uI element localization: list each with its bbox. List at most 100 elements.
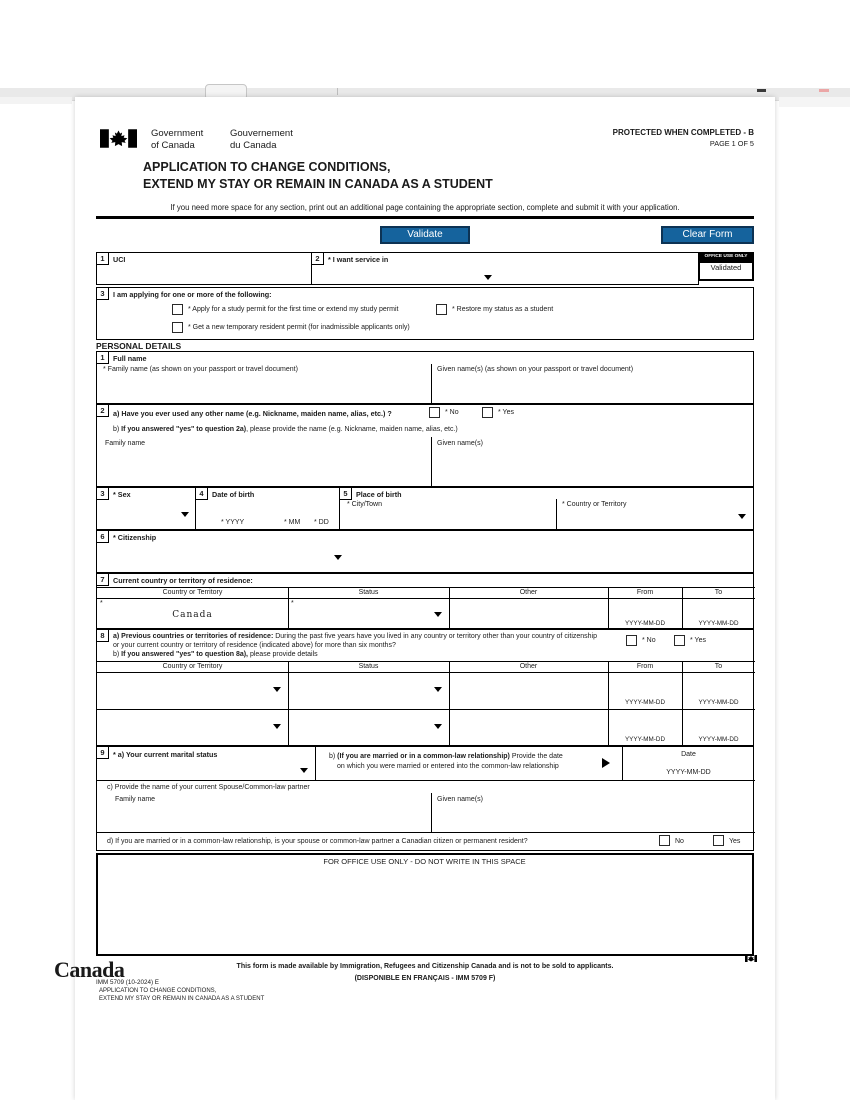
field-number: 6 [97, 531, 109, 543]
checkbox-restore-status[interactable] [436, 304, 447, 315]
prev-no-label: * No [642, 637, 656, 644]
checkbox-spouse-citizen-no[interactable] [659, 835, 670, 846]
spouse-given-name-input[interactable] [433, 805, 753, 831]
canada-wordmark: Canada [54, 955, 757, 983]
dropdown-arrow-icon[interactable] [434, 687, 442, 692]
col-divider [449, 587, 450, 629]
family-name-label: Family name [115, 796, 156, 803]
row-line [97, 672, 755, 673]
given-name-label: Given name(s) [437, 796, 483, 803]
instruction-text: If you need more space for any section, … [170, 203, 680, 212]
clear-form-button[interactable]: Clear Form [661, 226, 754, 244]
uci-label: UCI [113, 255, 126, 264]
b-bold: (If you are married or in a common-law r… [337, 753, 510, 760]
from-date-format[interactable]: YYYY-MM-DD [624, 620, 665, 627]
marriage-date-label: b) (If you are married or in a common-la… [329, 753, 563, 760]
current-other-input[interactable] [450, 599, 608, 629]
col-from: From [636, 663, 654, 670]
dropdown-arrow-icon[interactable] [434, 724, 442, 729]
header-rule [96, 216, 754, 219]
sex-label: * Sex [113, 490, 131, 499]
dropdown-arrow-icon[interactable] [300, 768, 308, 773]
protected-label: PROTECTED WHEN COMPLETED - B [612, 128, 754, 137]
checkbox-prev-residence-yes[interactable] [674, 635, 685, 646]
section-other-names: 2 a) Have you ever used any other name (… [96, 404, 754, 487]
family-name-label: Family name [105, 440, 146, 447]
checkbox-other-name-no[interactable] [429, 407, 440, 418]
canada-flag-logo [100, 129, 137, 148]
toolbar-divider [337, 88, 338, 95]
other-name-no-label: * No [445, 409, 459, 416]
marriage-date-format[interactable]: YYYY-MM-DD [666, 769, 711, 776]
wordmark-flag-icon [745, 955, 757, 962]
field-service-language[interactable]: 2 * I want service in [311, 252, 699, 285]
dropdown-arrow-icon[interactable] [434, 612, 442, 617]
dob-yyyy-label: * YYYY [221, 519, 245, 526]
section-applying-for: 3 I am applying for one or more of the f… [96, 287, 754, 340]
dropdown-arrow-icon[interactable] [738, 514, 746, 519]
pob-city-input[interactable] [341, 510, 555, 529]
current-country-value[interactable]: Canada [172, 610, 213, 620]
dropdown-arrow-icon[interactable] [273, 687, 281, 692]
service-language-label: * I want service in [328, 255, 389, 264]
b-rest: Provide the date [509, 753, 563, 760]
field-number: 4 [196, 488, 208, 500]
dropdown-arrow-icon[interactable] [334, 555, 342, 560]
previous-residence-question: a) Previous countries or territories of … [113, 632, 605, 650]
col-to: To [714, 589, 723, 596]
section-full-name: 1 Full name * Family name (as shown on y… [96, 351, 754, 404]
col-divider [288, 661, 289, 746]
field-number: 8 [97, 630, 109, 642]
date-header: Date [681, 751, 696, 758]
section-citizenship[interactable]: 6 * Citizenship [96, 530, 754, 573]
to-date-format[interactable]: YYYY-MM-DD [698, 620, 739, 627]
col-country: Country or Territory [162, 589, 223, 596]
col-divider [608, 587, 609, 629]
given-name-input[interactable] [433, 376, 753, 403]
section-date-of-birth[interactable]: 4 Date of birth * YYYY * MM * DD [195, 487, 340, 530]
footer-french: (DISPONIBLE EN FRANÇAIS - IMM 5709 F) [354, 975, 496, 982]
b-rest: , please provide the name (e.g. Nickname… [246, 426, 458, 433]
field-uci[interactable]: 1 UCI [96, 252, 312, 285]
col-from: From [636, 589, 654, 596]
checkbox-trp[interactable] [172, 322, 183, 333]
spouse-family-name-input[interactable] [98, 805, 430, 831]
column-divider [556, 499, 557, 530]
other-given-name-input[interactable] [433, 450, 753, 486]
checkbox-prev-residence-no[interactable] [626, 635, 637, 646]
office-use-header: OFFICE USE ONLY [698, 252, 754, 261]
to-date-format[interactable]: YYYY-MM-DD [698, 699, 739, 706]
dropdown-arrow-icon[interactable] [484, 275, 492, 280]
pob-city-label: * City/Town [347, 501, 383, 508]
divider [622, 747, 623, 780]
from-date-format[interactable]: YYYY-MM-DD [624, 699, 665, 706]
office-use-only-box: FOR OFFICE USE ONLY - DO NOT WRITE IN TH… [96, 853, 754, 956]
marriage-date-label-2: on which you were married or entered int… [337, 763, 559, 770]
col-divider [682, 587, 683, 629]
toolbar-mark [757, 89, 766, 92]
other-family-name-input[interactable] [98, 450, 430, 486]
dob-label: Date of birth [212, 490, 255, 499]
to-date-format[interactable]: YYYY-MM-DD [698, 736, 739, 743]
checkbox-spouse-citizen-yes[interactable] [713, 835, 724, 846]
field-number: 1 [97, 352, 109, 364]
arrow-right-icon [602, 758, 610, 768]
pob-country-label: * Country or Territory [562, 501, 627, 508]
checkbox-other-name-yes[interactable] [482, 407, 493, 418]
spouse-citizen-question: d) If you are married or in a common-law… [107, 838, 528, 845]
from-date-format[interactable]: YYYY-MM-DD [624, 736, 665, 743]
checkbox-study-permit[interactable] [172, 304, 183, 315]
spouse-no-label: No [675, 838, 684, 845]
divider [315, 747, 316, 780]
marital-status-label: * a) Your current marital status [113, 750, 218, 759]
opt-trp-label: * Get a new temporary resident permit (f… [188, 324, 410, 331]
opt-study-permit-label: * Apply for a study permit for the first… [188, 306, 399, 313]
family-name-input[interactable] [98, 376, 430, 403]
toolbar-edge-left [0, 97, 72, 104]
dropdown-arrow-icon[interactable] [181, 512, 189, 517]
validated-value: Validated [698, 261, 754, 281]
b-prefix: b) [113, 651, 122, 658]
dropdown-arrow-icon[interactable] [273, 724, 281, 729]
validate-button[interactable]: Validate [380, 226, 470, 244]
section-sex[interactable]: 3 * Sex [96, 487, 196, 530]
